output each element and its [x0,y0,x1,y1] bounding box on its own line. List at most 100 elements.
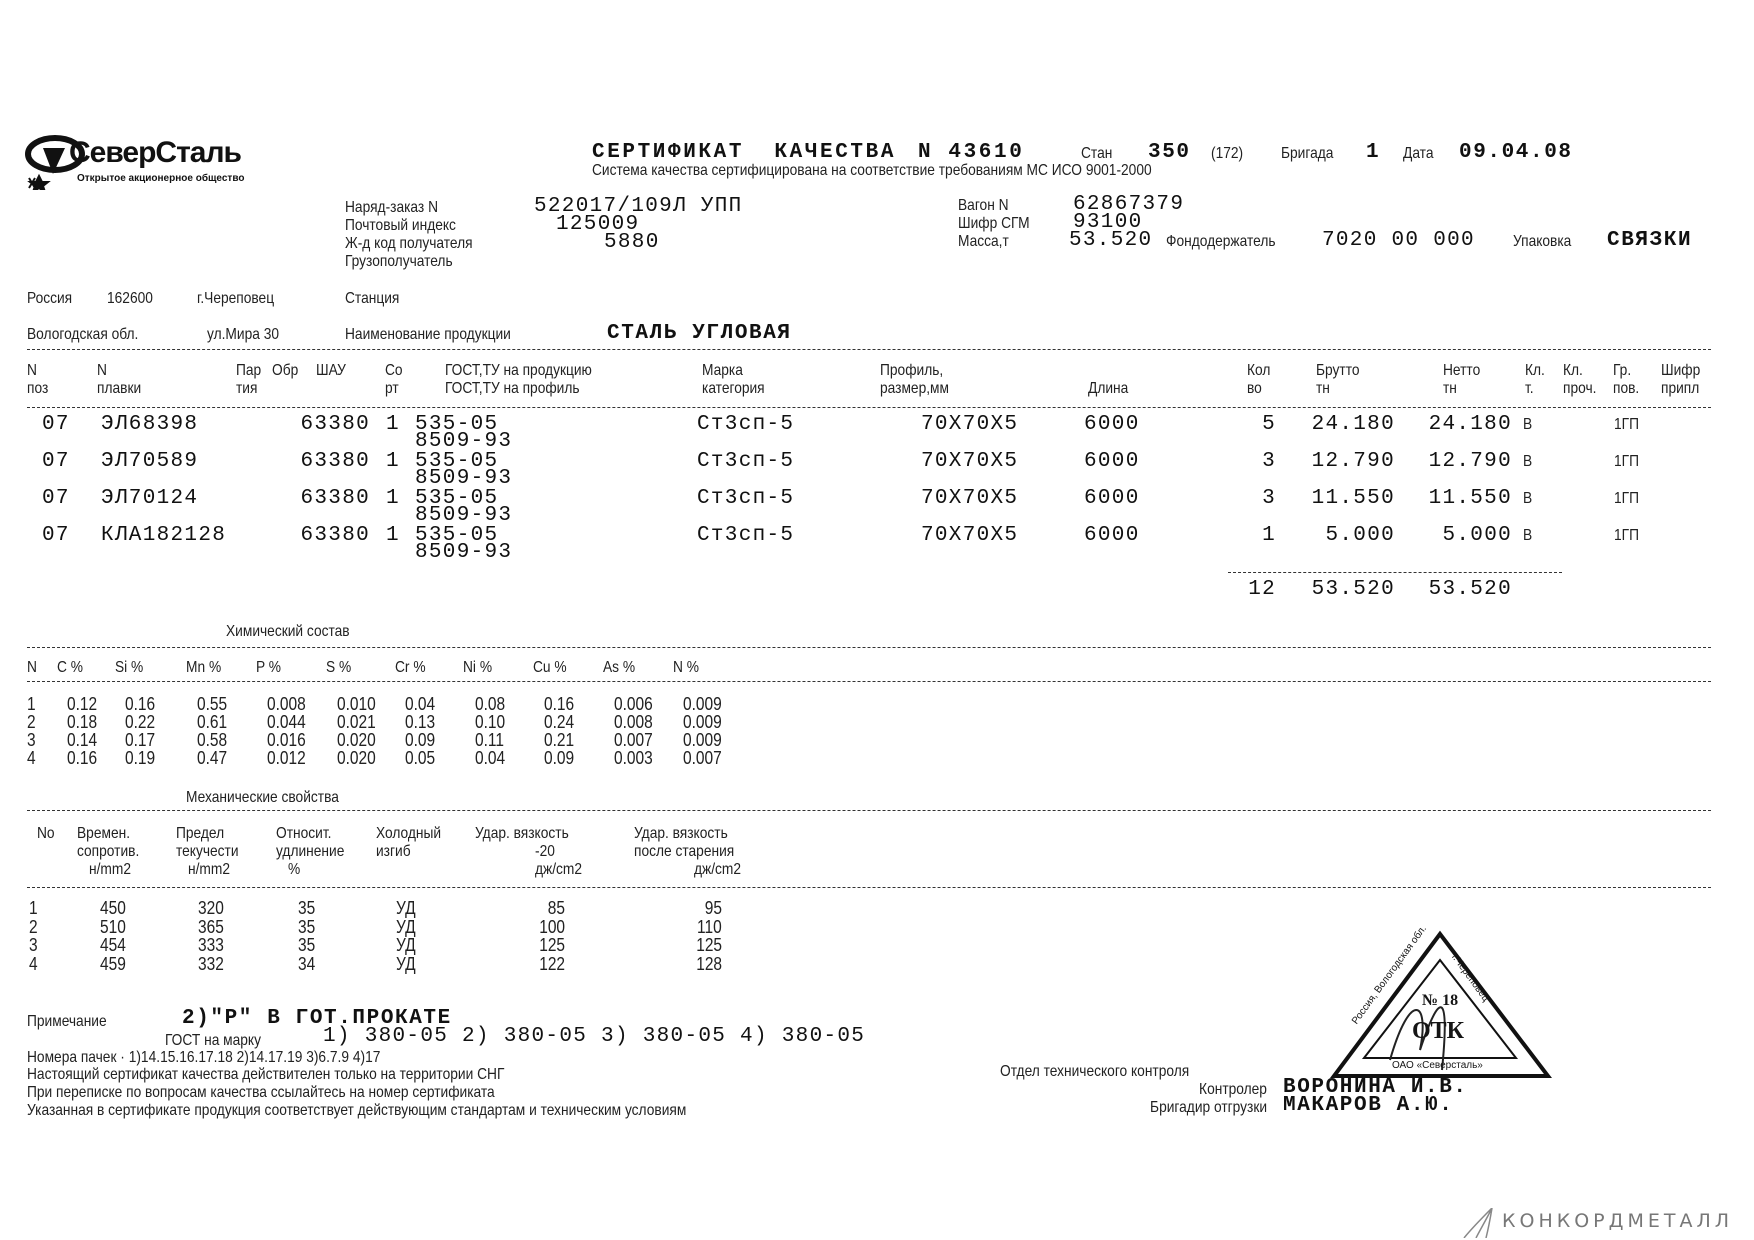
column-header: категория [702,380,765,397]
mech-cell: УД [396,898,416,918]
column-header: припл [1661,380,1700,397]
correspondence-note: При переписке по вопросам качества ссыла… [27,1084,495,1101]
chem-header: C % [57,659,84,676]
mech-cell: 332 [198,953,224,974]
foreman-name: МАКАРОВ А.Ю. [1283,1094,1454,1117]
controller-label: Контролер [1199,1081,1267,1098]
totals-divider [1228,572,1562,573]
cell-gross: 12.790 [1311,450,1395,473]
column-header: Профиль, [880,362,944,379]
chem-cell: 0.12 [67,694,98,714]
chem-cell: 0.003 [614,748,653,768]
column-header: Кл. [1525,362,1545,379]
mech-cell: 2 [29,916,38,937]
mech-header: текучести [176,843,239,860]
column-header: тн [1443,380,1457,397]
mech-cell: 35 [298,898,316,918]
column-header: поз [27,380,49,397]
chem-cell: 0.11 [475,730,504,750]
compliance-note: Указанная в сертификате продукция соотве… [27,1102,687,1119]
cell-length: 6000 [1084,524,1140,547]
cell-profile: 70X70X5 [921,413,1019,436]
mech-cell: 333 [198,935,224,955]
mech-cell: УД [396,953,416,974]
chem-header: Cr % [395,659,426,676]
chem-cell: 0.10 [475,712,506,732]
mech-cell: 100 [539,916,565,937]
divider [27,887,1711,888]
chem-header: Mn % [186,659,222,676]
chem-cell: 0.007 [683,748,722,768]
fundholder-value: 7020 00 000 [1322,229,1475,252]
cell-length: 6000 [1084,487,1140,510]
chem-header: N % [673,659,700,676]
cell-net: 11.550 [1428,487,1512,510]
brigade-value: 1 [1366,141,1381,164]
gost-grade-label: ГОСТ на марку [165,1032,261,1049]
chem-cell: 0.05 [405,748,436,768]
chem-cell: 0.009 [683,694,722,714]
divider [27,349,1711,350]
mech-header: н/mm2 [89,861,132,878]
cell-gross: 24.180 [1311,413,1395,436]
chem-cell: 0.009 [683,712,722,732]
logo-subtitle: Открытое акционерное общество [77,173,245,184]
cell-qty: 3 [1262,450,1276,473]
cell-batch: 63380 [300,450,370,473]
column-header: Нетто [1443,362,1481,379]
mech-cell: 3 [29,935,38,955]
mech-header: Предел [176,825,225,842]
cell-heat: КЛА182128 [101,524,227,547]
chem-cell: 0.16 [125,694,156,714]
date-label: Дата [1403,145,1434,162]
chem-cell: 0.008 [267,694,306,714]
mech-cell: 125 [539,935,565,955]
divider [27,647,1711,648]
cell-class: В [1523,453,1533,470]
column-header: рт [385,380,399,397]
total-gross: 53.520 [1311,578,1395,601]
cell-qty: 5 [1262,413,1276,436]
mech-cell: 125 [696,935,722,955]
mech-header: -20 [535,843,555,860]
mech-cell: 95 [704,898,722,918]
cell-gost-profile: 8509-93 [415,541,513,564]
chem-header: Cu % [533,659,567,676]
wagon-label: Вагон N [958,197,1009,214]
mech-header: Относит. [276,825,332,842]
sgm-value: 93100 [1073,211,1143,234]
cell-gost-product: 535-05 [415,524,499,547]
stamp-triangle-icon [1330,930,1552,1078]
postcode-label: Почтовый индекс [345,217,456,234]
chem-cell: 0.021 [337,712,376,732]
mech-cell: 85 [547,898,565,918]
cell-gost-profile: 8509-93 [415,467,513,490]
cell-profile: 70X70X5 [921,524,1019,547]
mech-cell: 510 [100,916,126,937]
chem-cell: 0.012 [267,748,306,768]
column-header: ГОСТ,ТУ на профиль [445,380,580,397]
column-header: тия [236,380,258,397]
mech-header: изгиб [376,843,411,860]
column-header: размер,мм [880,380,949,397]
product-label: Наименование продукции [345,326,511,343]
postcode-value: 125009 [556,213,640,236]
chem-cell: 0.016 [267,730,306,750]
chem-cell: 0.22 [125,712,156,732]
chem-cell: 0.006 [614,694,653,714]
cell-heat: ЭЛ68398 [101,413,199,436]
gost-grade-value: 1) 380-05 2) 380-05 3) 380-05 4) 380-05 [323,1025,866,1048]
cell-gross: 11.550 [1311,487,1395,510]
cell-pos: 07 [42,524,70,547]
rail-code-value: 5880 [604,231,660,254]
chem-header: S % [326,659,352,676]
chem-cell: 0.08 [475,694,506,714]
note-value: 2)"P" В ГОТ.ПРОКАТЕ [182,1007,452,1030]
column-header: проч. [1563,380,1597,397]
date-value: 09.04.08 [1459,141,1573,164]
chem-cell: 0.61 [197,712,228,732]
certificate-title: СЕРТИФИКАТ КАЧЕСТВА [592,141,897,164]
product-value: СТАЛЬ УГЛОВАЯ [607,322,792,345]
cell-profile: 70X70X5 [921,450,1019,473]
cell-sort: 1 [386,487,400,510]
